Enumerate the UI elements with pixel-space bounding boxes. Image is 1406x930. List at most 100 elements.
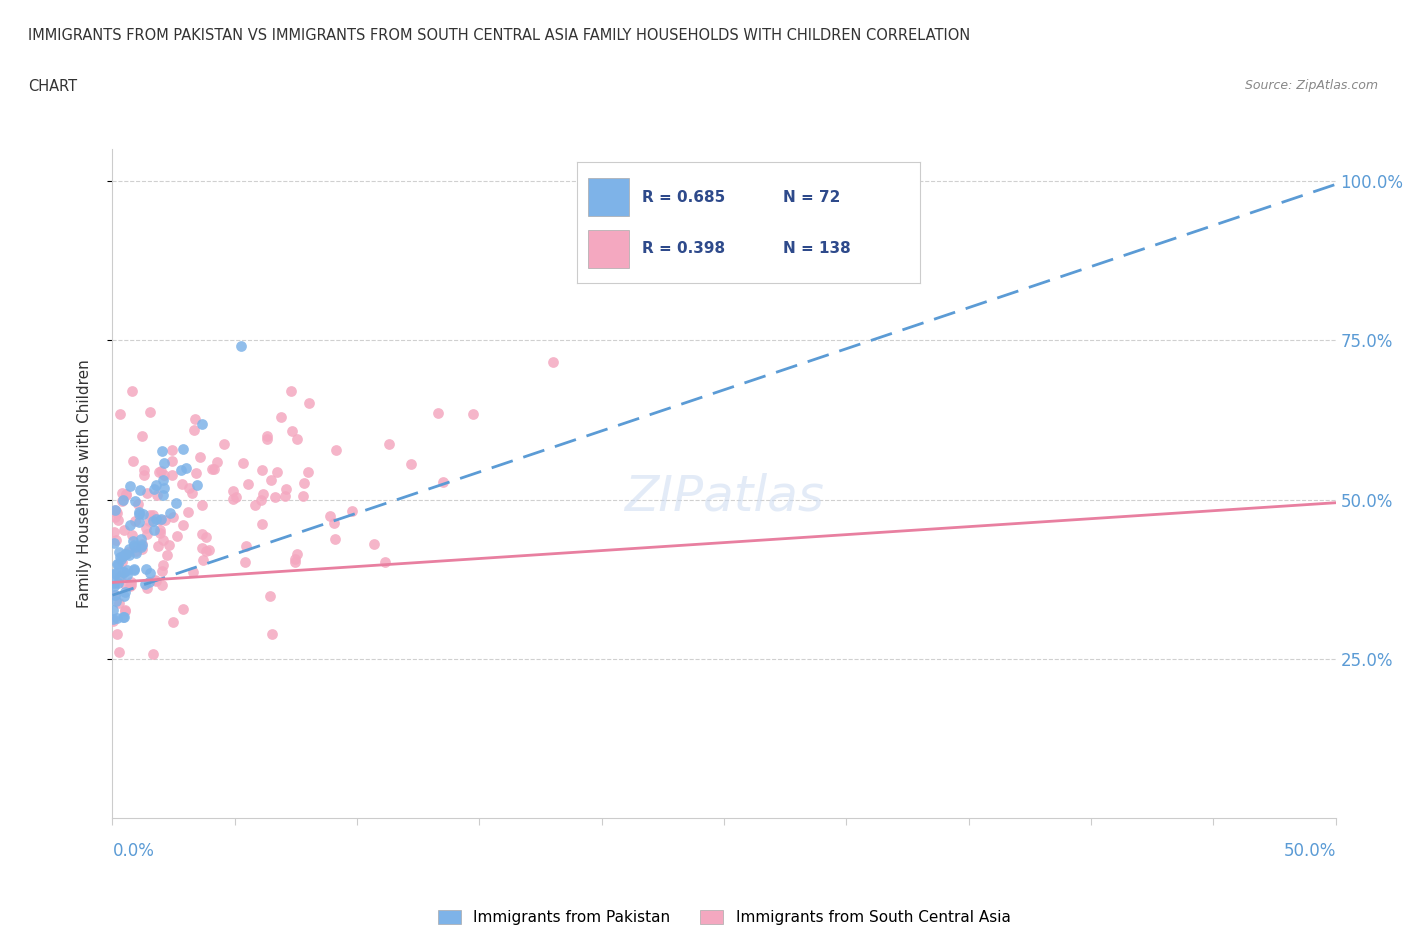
Point	[184, 412, 207, 427]
Point	[135, 580, 157, 595]
Point	[323, 532, 346, 547]
Point	[104, 588, 127, 603]
Point	[172, 442, 194, 457]
Point	[156, 548, 179, 563]
Point	[162, 510, 184, 525]
Point	[202, 461, 225, 476]
Point	[107, 644, 129, 659]
Point	[291, 489, 314, 504]
Point	[250, 462, 273, 477]
Point	[103, 613, 125, 628]
Point	[146, 488, 169, 503]
Point	[101, 602, 124, 617]
Point	[139, 565, 162, 580]
Point	[153, 480, 176, 495]
Point	[112, 565, 135, 579]
Point	[256, 429, 278, 444]
Point	[139, 508, 162, 523]
Point	[124, 539, 146, 554]
Point	[104, 510, 127, 525]
Point	[129, 531, 152, 546]
Point	[191, 526, 214, 541]
Point	[142, 513, 165, 528]
Point	[103, 578, 125, 593]
Point	[134, 577, 156, 591]
Point	[363, 537, 385, 551]
Point	[155, 512, 177, 527]
Point	[145, 478, 167, 493]
Point	[266, 465, 288, 480]
Y-axis label: Family Households with Children: Family Households with Children	[77, 359, 91, 608]
Point	[292, 475, 315, 490]
Point	[145, 512, 167, 526]
Point	[399, 457, 422, 472]
Point	[110, 406, 132, 421]
Point	[177, 505, 200, 520]
Point	[131, 539, 153, 554]
Point	[191, 552, 214, 567]
Point	[274, 482, 297, 497]
Point	[117, 545, 139, 560]
Point	[205, 455, 228, 470]
Point	[118, 541, 141, 556]
Point	[112, 589, 135, 604]
Point	[105, 556, 128, 571]
Point	[165, 495, 187, 510]
Point	[111, 493, 134, 508]
Point	[170, 462, 193, 477]
Point	[212, 437, 235, 452]
Point	[152, 472, 174, 487]
Point	[124, 494, 146, 509]
Point	[143, 573, 166, 588]
Point	[225, 489, 247, 504]
Point	[149, 512, 172, 526]
Point	[149, 512, 172, 527]
Point	[222, 484, 245, 498]
Text: CHART: CHART	[28, 79, 77, 94]
Point	[115, 488, 138, 503]
Point	[111, 554, 134, 569]
Point	[340, 503, 363, 518]
Point	[104, 588, 127, 603]
Point	[131, 542, 153, 557]
Point	[105, 506, 128, 521]
Point	[280, 384, 302, 399]
Point	[146, 538, 169, 553]
Point	[108, 596, 131, 611]
Point	[426, 405, 449, 420]
Point	[150, 464, 173, 479]
Point	[143, 482, 166, 497]
Point	[322, 516, 344, 531]
Point	[181, 565, 204, 579]
Point	[252, 486, 274, 501]
Point	[186, 477, 208, 492]
Point	[153, 467, 176, 482]
Point	[129, 483, 152, 498]
Point	[136, 485, 159, 500]
Point	[114, 577, 136, 591]
Text: ZIPatlas: ZIPatlas	[624, 473, 824, 521]
Point	[103, 536, 125, 551]
Point	[160, 454, 183, 469]
Point	[152, 557, 174, 572]
Point	[183, 422, 205, 437]
Point	[132, 506, 155, 521]
Point	[238, 476, 260, 491]
Point	[122, 563, 145, 578]
Point	[122, 538, 145, 553]
Point	[107, 557, 129, 572]
Point	[231, 339, 253, 353]
Point	[128, 507, 150, 522]
Point	[111, 609, 134, 624]
Point	[153, 456, 176, 471]
Point	[112, 523, 135, 538]
Point	[120, 479, 142, 494]
Point	[149, 526, 172, 541]
Point	[112, 549, 135, 564]
Point	[198, 543, 221, 558]
Point	[120, 575, 142, 590]
Point	[115, 567, 138, 582]
Point	[191, 540, 214, 555]
Point	[162, 614, 184, 629]
Point	[243, 498, 266, 512]
